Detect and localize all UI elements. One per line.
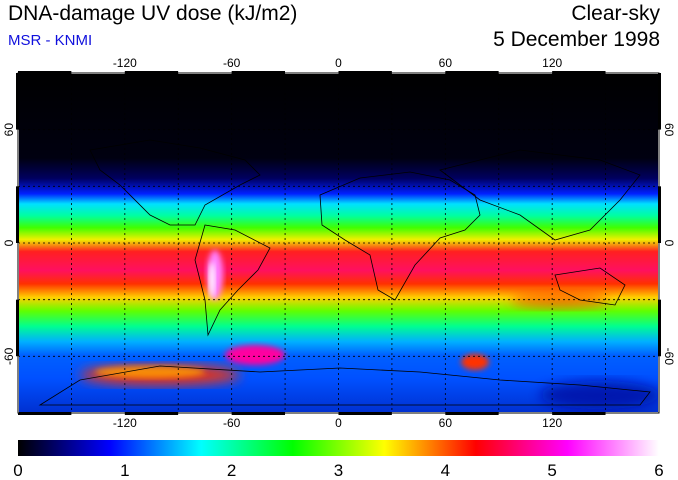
colorbar-tick-label: 6 [654,461,663,480]
longitude-tick-label: -120 [113,56,137,70]
colorbar-tick-label: 5 [547,461,556,480]
colorbar-tick-label: 3 [334,461,343,480]
colorbar-tick-label: 0 [13,461,22,480]
colorbar-tick-label: 4 [441,461,450,480]
latitude-tick-label: 0 [2,239,16,246]
longitude-labels-top: -120 -60 0 60 120 [113,56,563,70]
longitude-tick-label: 60 [439,56,453,70]
latitude-tick-label: -60 [662,348,676,366]
latitude-tick-label: -60 [2,347,16,365]
map-frame [17,72,660,414]
sky-condition: Clear-sky [571,2,660,25]
longitude-tick-label: 0 [335,416,342,430]
map-source: MSR - KNMI [8,32,93,49]
latitude-labels-right: 60 0 -60 [662,123,676,365]
map-date: 5 December 1998 [493,28,660,51]
colorbar [18,440,659,456]
longitude-labels-bottom: -120 -60 0 60 120 [113,416,563,430]
longitude-tick-label: -60 [223,416,241,430]
latitude-tick-label: 60 [2,123,16,137]
longitude-tick-label: 0 [335,56,342,70]
latitude-tick-label: 0 [662,240,676,247]
colorbar-tick-label: 1 [120,461,129,480]
colorbar-tick-label: 2 [227,461,236,480]
longitude-tick-label: 120 [542,56,562,70]
colorbar-tick-labels: 0 1 2 3 4 5 6 [13,461,663,480]
map-title: DNA-damage UV dose (kJ/m2) [8,2,298,25]
uv-hotspots [80,250,659,409]
longitude-tick-label: 60 [439,416,453,430]
longitude-tick-label: 120 [542,416,562,430]
graticule [18,73,659,413]
longitude-tick-label: -60 [223,56,241,70]
latitude-labels-left: 60 0 -60 [2,123,16,365]
latitude-tick-label: 60 [662,123,676,137]
longitude-tick-label: -120 [113,416,137,430]
